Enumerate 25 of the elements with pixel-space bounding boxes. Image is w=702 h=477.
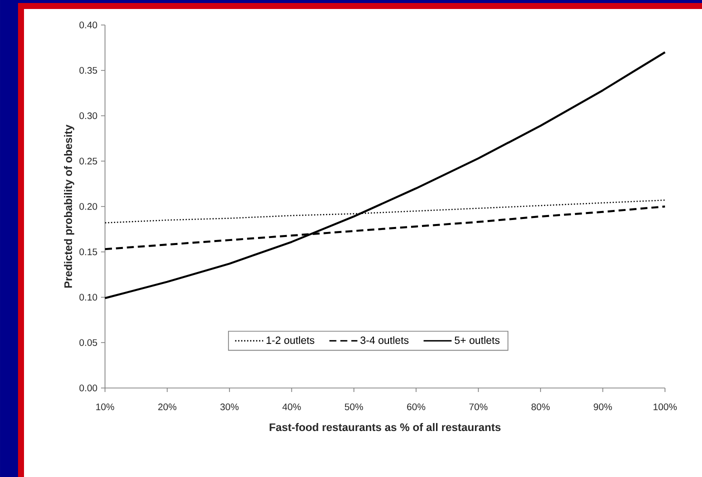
- x-tick-label: 90%: [594, 404, 612, 410]
- legend-label: 1-2 outlets: [266, 336, 314, 344]
- y-tick-label: 0.25: [79, 158, 98, 164]
- y-tick-label: 0.00: [79, 384, 98, 392]
- x-tick-label: 30%: [220, 404, 239, 410]
- line-series: [104, 51, 666, 300]
- legend-label: 3-4 outlets: [360, 336, 409, 344]
- x-tick-label: 50%: [344, 404, 364, 410]
- x-tick-label: 60%: [407, 404, 426, 410]
- x-tick-label: 10%: [96, 404, 114, 410]
- x-tick-label: 20%: [158, 404, 176, 410]
- x-tick-label: 70%: [469, 404, 488, 410]
- y-tick-label: 0.30: [79, 112, 98, 120]
- legend-label: 5+ outlets: [454, 336, 500, 344]
- x-tick-label: 80%: [531, 404, 550, 410]
- x-axis-title: Fast-food restaurants as % of all restaurants: [270, 423, 501, 432]
- x-tick-label: 40%: [282, 404, 301, 410]
- y-tick-label: 0.35: [79, 67, 98, 74]
- y-tick-label: 0.05: [79, 339, 98, 346]
- x-tick-label: 100%: [654, 404, 677, 410]
- y-tick-label: 0.15: [79, 248, 98, 256]
- y-tick-label: 0.20: [79, 203, 98, 210]
- y-axis-title: Predicted probability of obesity: [64, 124, 74, 288]
- y-tick-label: 0.10: [79, 294, 98, 301]
- y-tick-label: 0.40: [79, 22, 98, 28]
